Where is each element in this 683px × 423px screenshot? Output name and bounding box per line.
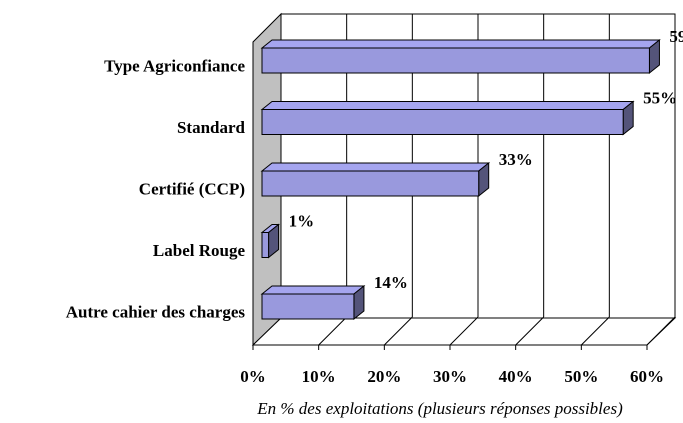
floor-grid-line xyxy=(580,316,610,346)
bar xyxy=(261,109,624,135)
floor-grid-line xyxy=(383,316,413,346)
x-tick-label: 40% xyxy=(499,367,533,386)
bar-top xyxy=(260,39,661,49)
category-label: Label Rouge xyxy=(153,241,246,260)
value-label: 55% xyxy=(643,88,677,107)
category-label: Autre cahier des charges xyxy=(66,302,246,321)
bar xyxy=(261,47,650,74)
value-label: 59% xyxy=(669,27,683,46)
x-tick-label: 20% xyxy=(367,367,401,386)
floor-grid-line xyxy=(515,316,545,346)
bar-top xyxy=(260,101,635,110)
value-label: 1% xyxy=(289,211,315,230)
floor-grid-line xyxy=(449,316,479,346)
x-tick-label: 30% xyxy=(433,367,467,386)
floor-grid-line xyxy=(646,316,676,346)
bar xyxy=(261,170,480,197)
category-label: Type Agriconfiance xyxy=(104,56,245,75)
x-tick-label: 60% xyxy=(630,367,664,386)
x-tick-label: 10% xyxy=(302,367,336,386)
bar-top xyxy=(260,162,491,172)
x-tick-label: 50% xyxy=(564,367,598,386)
floor-grid-line xyxy=(318,316,348,346)
x-tick-label: 0% xyxy=(240,367,266,386)
axis-caption: En % des exploitations (plusieurs répons… xyxy=(256,399,623,418)
category-label: Certifié (CCP) xyxy=(139,179,245,198)
bar xyxy=(261,293,355,320)
value-label: 14% xyxy=(374,273,408,292)
bar xyxy=(261,232,270,258)
bar-top xyxy=(260,285,366,295)
category-label: Standard xyxy=(177,118,246,137)
value-label: 33% xyxy=(499,150,533,169)
